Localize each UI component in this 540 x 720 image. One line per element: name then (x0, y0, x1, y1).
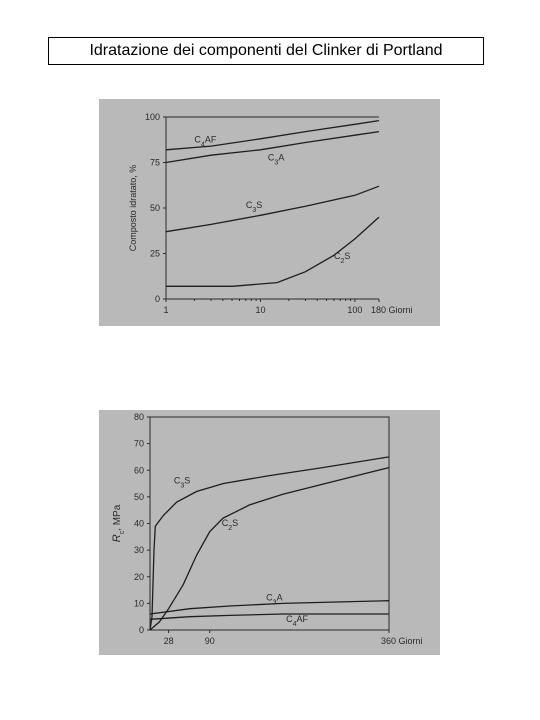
y-tick-label: 60 (134, 465, 144, 475)
series-line-c3a (149, 600, 390, 615)
x-tick-label: 1 (163, 305, 168, 315)
x-tick-label: 10 (255, 305, 265, 315)
hydration-percent-chart: 0 25 50 75 100 1 10 100 180 Giorni Composto idrat… (99, 99, 440, 326)
hydration-percent-svg: 0 25 50 75 100 1 10 100 180 Giorni Composto idrat… (128, 112, 413, 315)
series-line-c2s (166, 216, 380, 287)
y-tick-label: 0 (155, 294, 160, 304)
y-tick-label: 20 (134, 572, 144, 582)
series-line-c3s (149, 456, 390, 631)
y-tick-label: 30 (134, 545, 144, 555)
series-label-c2s: C2S (222, 518, 238, 532)
x-tick-label: 28 (164, 636, 174, 646)
page-title: Idratazione dei componenti del Clinker d… (48, 37, 484, 65)
y-axis-label: Composto idratato, % (128, 165, 138, 252)
series-label-c4af: C4AF (194, 134, 216, 148)
series-line-c3a (165, 130, 380, 164)
series-label-c4af: C4AF (286, 614, 308, 628)
y-tick-label: 25 (150, 249, 160, 259)
series-line-c4af (149, 613, 389, 620)
y-tick-label: 50 (150, 203, 160, 213)
x-tick-label: 100 (347, 305, 362, 315)
series-label-c3a: C3A (268, 153, 284, 167)
y-tick-label: 10 (134, 598, 144, 608)
series-label-c3a: C3A (266, 593, 282, 607)
y-tick-label: 40 (134, 519, 144, 529)
y-tick-label: 0 (139, 625, 144, 635)
y-axis-label: Rc, MPa (111, 504, 126, 542)
series-label-c3s: C3S (246, 200, 262, 214)
x-tick-label: 360 Giorni (381, 636, 423, 646)
x-tick-label: 90 (205, 636, 215, 646)
series-label-c2s: C2S (334, 251, 350, 265)
compressive-strength-chart: 0 10 20 30 40 50 60 70 80 28 90 360 Giorni Rc, MPa C3… (99, 410, 440, 655)
y-tick-label: 80 (134, 412, 144, 422)
y-tick-label: 75 (150, 158, 160, 168)
y-tick-label: 100 (145, 112, 160, 122)
series-label-c3s: C3S (174, 476, 190, 490)
x-tick-label: 180 Giorni (371, 305, 413, 315)
y-tick-label: 70 (134, 439, 144, 449)
series-line-c3s (165, 185, 380, 233)
y-tick-label: 50 (134, 492, 144, 502)
series-line-c4af (165, 119, 380, 151)
series-line-c2s (149, 466, 390, 631)
compressive-strength-svg: 0 10 20 30 40 50 60 70 80 28 90 360 Giorni Rc, MPa C3… (111, 412, 423, 646)
